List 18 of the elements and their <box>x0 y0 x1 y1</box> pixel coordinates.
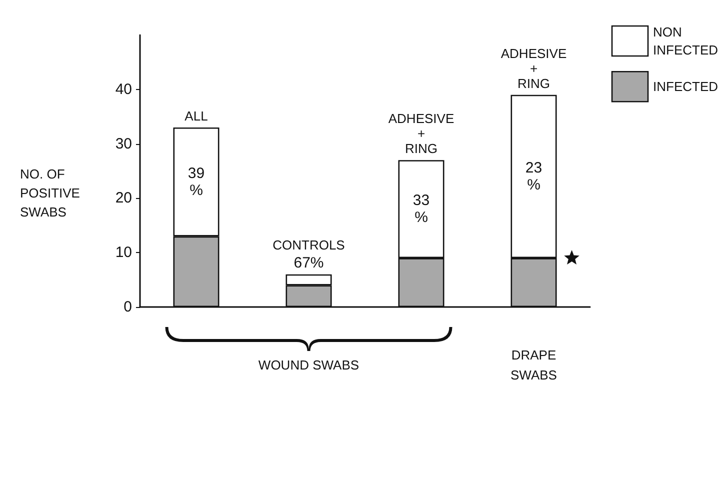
text: DRAPE SWABS <box>510 348 558 382</box>
y-tick-label: 0 <box>124 298 132 316</box>
text: WOUND SWABS <box>258 358 360 372</box>
x-tick-label: CONTROLS <box>272 237 346 252</box>
x-tick-label: ADHESIVE + RING <box>500 46 567 91</box>
x-tick-label: ADHESIVE + RING <box>388 111 454 156</box>
annotation: 23 % <box>525 159 542 194</box>
annotation: 39 % <box>188 164 205 199</box>
y-tick-label: 10 <box>115 244 132 262</box>
legend-label: INFECTED <box>653 79 718 94</box>
legend-label: NON INFECTED <box>653 24 718 58</box>
y-axis-title: NO. OF POSITIVE SWABS <box>20 166 84 220</box>
annotation: 33 % <box>412 192 430 226</box>
y-tick-label: 20 <box>115 190 132 207</box>
y-tick-label: 40 <box>115 80 132 98</box>
x-tick-label: ALL <box>184 108 208 124</box>
annotation: 67% <box>294 254 324 272</box>
y-tick-label: 30 <box>115 135 132 152</box>
